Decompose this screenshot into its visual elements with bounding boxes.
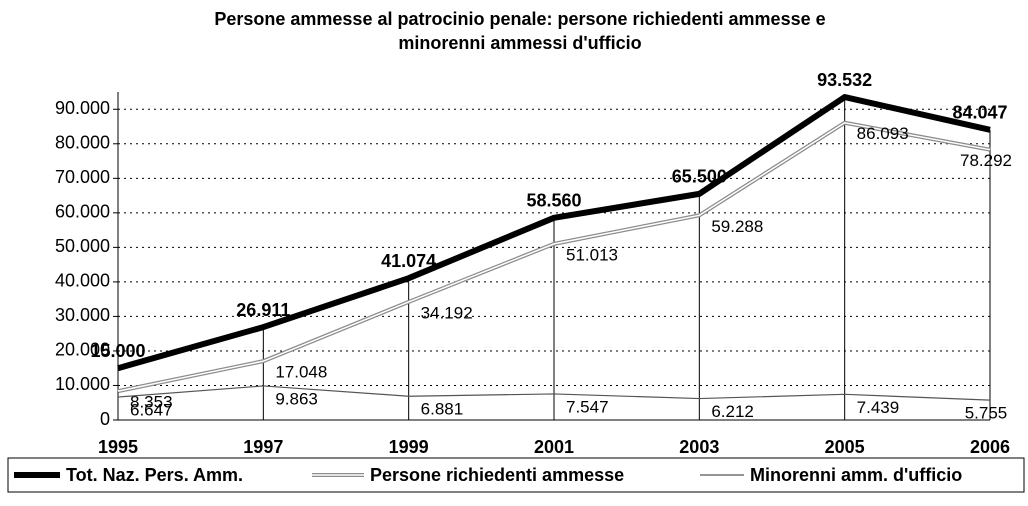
y-tick-label: 0 bbox=[100, 409, 110, 429]
y-tick-label: 90.000 bbox=[55, 98, 110, 118]
data-label: 5.755 bbox=[965, 404, 1008, 423]
data-label: 15.000 bbox=[90, 341, 145, 361]
y-tick-label: 10.000 bbox=[55, 374, 110, 394]
data-label: 26.911 bbox=[236, 300, 290, 320]
legend-label: Minorenni amm. d'ufficio bbox=[750, 465, 962, 485]
data-label: 84.047 bbox=[952, 103, 1007, 123]
y-tick-label: 80.000 bbox=[55, 133, 110, 153]
chart-title: minorenni ammessi d'ufficio bbox=[398, 33, 641, 53]
data-label: 78.292 bbox=[960, 151, 1012, 170]
data-label: 6.212 bbox=[711, 402, 754, 421]
x-tick-label: 1997 bbox=[243, 437, 283, 457]
data-label: 17.048 bbox=[275, 363, 327, 382]
x-tick-label: 2003 bbox=[679, 437, 719, 457]
legend-label: Persone richiedenti ammesse bbox=[370, 465, 624, 485]
y-tick-label: 60.000 bbox=[55, 202, 110, 222]
x-tick-label: 2006 bbox=[970, 437, 1010, 457]
data-label: 7.439 bbox=[857, 398, 900, 417]
x-tick-label: 1995 bbox=[98, 437, 138, 457]
data-label: 9.863 bbox=[275, 389, 318, 408]
legend-box bbox=[7, 457, 1025, 493]
data-label: 6.881 bbox=[421, 400, 464, 419]
y-tick-label: 40.000 bbox=[55, 271, 110, 291]
data-label: 58.560 bbox=[526, 191, 581, 211]
series-line-inner bbox=[117, 121, 991, 392]
data-label: 51.013 bbox=[566, 245, 618, 264]
x-tick-label: 2001 bbox=[534, 437, 574, 457]
series-line bbox=[117, 385, 991, 401]
y-tick-label: 30.000 bbox=[55, 305, 110, 325]
series-line bbox=[117, 94, 991, 372]
data-label: 41.074 bbox=[381, 251, 436, 271]
data-label: 8.353 bbox=[130, 393, 173, 412]
data-label: 65.500 bbox=[672, 167, 727, 187]
data-label: 86.093 bbox=[857, 124, 909, 143]
y-tick-label: 20.000 bbox=[55, 340, 110, 360]
x-tick-label: 1999 bbox=[389, 437, 429, 457]
data-label: 34.192 bbox=[421, 303, 473, 322]
data-label: 6.647 bbox=[130, 401, 173, 420]
y-tick-label: 50.000 bbox=[55, 236, 110, 256]
data-label: 93.532 bbox=[817, 70, 872, 90]
x-tick-label: 2005 bbox=[825, 437, 865, 457]
chart-title: Persone ammesse al patrocinio penale: pe… bbox=[214, 9, 825, 29]
legend-label: Tot. Naz. Pers. Amm. bbox=[66, 465, 243, 485]
y-tick-label: 70.000 bbox=[55, 167, 110, 187]
data-label: 7.547 bbox=[566, 397, 609, 416]
data-label: 59.288 bbox=[711, 217, 763, 236]
